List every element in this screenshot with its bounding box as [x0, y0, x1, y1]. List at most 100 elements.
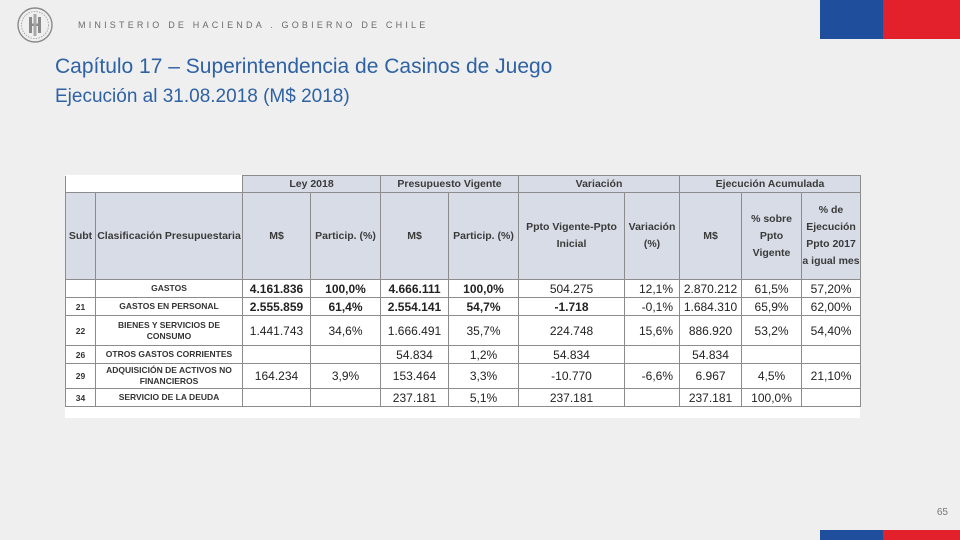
cell-var: -1.718	[518, 297, 626, 316]
cell-var-p: 15,6%	[624, 315, 681, 346]
page-title: Capítulo 17 – Superintendencia de Casino…	[55, 55, 553, 78]
cell-ej-ms: 54.834	[679, 345, 743, 364]
cell-ej-2017	[801, 388, 862, 407]
cell-name: BIENES Y SERVICIOS DE CONSUMO	[95, 315, 243, 346]
cell-name: ADQUISICIÓN DE ACTIVOS NO FINANCIEROS	[95, 363, 243, 389]
cell-ley-p: 34,6%	[310, 315, 381, 346]
cell-ej-ms: 886.920	[679, 315, 743, 346]
cell-var: -10.770	[518, 363, 626, 389]
cell-subt	[65, 279, 96, 298]
cell-ej-ms: 237.181	[679, 388, 743, 407]
cell-pv-ms: 237.181	[380, 388, 449, 407]
ministry-header: MINISTERIO DE HACIENDA . GOBIERNO DE CHI…	[78, 20, 429, 30]
cell-ej-ms: 1.684.310	[679, 297, 743, 316]
cell-ej-2017	[801, 345, 862, 364]
cell-ej-p: 100,0%	[741, 388, 803, 407]
table-row: 26 OTROS GASTOS CORRIENTES 54.834 1,2% 5…	[65, 345, 862, 364]
cell-ej-2017: 21,10%	[801, 363, 862, 389]
cell-subt: 34	[65, 388, 96, 407]
col-header-pv-ms: M$	[380, 192, 449, 280]
group-header-ley: Ley 2018	[242, 175, 381, 193]
cell-ley-ms	[242, 345, 311, 364]
flag-band-bottom	[820, 530, 960, 540]
cell-pv-p: 5,1%	[447, 388, 520, 407]
cell-pv-p: 54,7%	[447, 297, 520, 316]
table-row: GASTOS 4.161.836 100,0% 4.666.111 100,0%…	[65, 279, 862, 298]
col-header-ej-2017: % de Ejecución Ppto 2017 a igual mes	[801, 192, 862, 280]
cell-ley-p: 3,9%	[310, 363, 381, 389]
table-row: 29 ADQUISICIÓN DE ACTIVOS NO FINANCIEROS…	[65, 363, 862, 389]
cell-var: 237.181	[518, 388, 626, 407]
group-header-variacion: Variación	[518, 175, 681, 193]
cell-var: 224.748	[518, 315, 626, 346]
cell-ley-ms: 1.441.743	[242, 315, 311, 346]
cell-pv-ms: 54.834	[380, 345, 449, 364]
cell-name: GASTOS EN PERSONAL	[95, 297, 243, 316]
budget-table: Ley 2018 Presupuesto Vigente Variación E…	[65, 175, 862, 407]
coat-of-arms-icon	[17, 7, 53, 43]
cell-ej-2017: 62,00%	[801, 297, 862, 316]
cell-subt: 29	[65, 363, 96, 389]
table-row: 21 GASTOS EN PERSONAL 2.555.859 61,4% 2.…	[65, 297, 862, 316]
page-number: 65	[936, 507, 948, 518]
cell-pv-ms: 1.666.491	[380, 315, 449, 346]
cell-ej-p	[741, 345, 803, 364]
cell-ej-2017: 57,20%	[801, 279, 862, 298]
cell-ley-p: 61,4%	[310, 297, 381, 316]
cell-ley-p	[310, 345, 381, 364]
col-header-pv-particip: Particip. (%)	[447, 192, 520, 280]
flag-blue-block	[820, 530, 883, 540]
col-header-ley-particip: Particip. (%)	[310, 192, 381, 280]
cell-var: 54.834	[518, 345, 626, 364]
cell-name: SERVICIO DE LA DEUDA	[95, 388, 243, 407]
cell-ej-p: 4,5%	[741, 363, 803, 389]
cell-ej-ms: 2.870.212	[679, 279, 743, 298]
cell-ley-ms	[242, 388, 311, 407]
cell-ej-ms: 6.967	[679, 363, 743, 389]
cell-pv-p: 3,3%	[447, 363, 520, 389]
cell-pv-ms: 4.666.111	[380, 279, 449, 298]
cell-ley-ms: 4.161.836	[242, 279, 311, 298]
cell-var: 504.275	[518, 279, 626, 298]
cell-ej-p: 53,2%	[741, 315, 803, 346]
cell-var-p: 12,1%	[624, 279, 681, 298]
cell-ej-2017: 54,40%	[801, 315, 862, 346]
flag-blue-block	[820, 0, 883, 39]
cell-ley-p: 100,0%	[310, 279, 381, 298]
cell-ej-p: 61,5%	[741, 279, 803, 298]
header-blank	[65, 175, 243, 193]
col-header-ej-ms: M$	[679, 192, 743, 280]
cell-pv-p: 1,2%	[447, 345, 520, 364]
cell-ley-ms: 2.555.859	[242, 297, 311, 316]
cell-pv-p: 100,0%	[447, 279, 520, 298]
cell-name: GASTOS	[95, 279, 243, 298]
cell-ej-p: 65,9%	[741, 297, 803, 316]
cell-subt: 21	[65, 297, 96, 316]
flag-red-block	[883, 530, 960, 540]
col-header-var-pct: Variación (%)	[624, 192, 681, 280]
cell-ley-ms: 164.234	[242, 363, 311, 389]
cell-pv-p: 35,7%	[447, 315, 520, 346]
cell-ley-p	[310, 388, 381, 407]
cell-var-p: -0,1%	[624, 297, 681, 316]
cell-var-p	[624, 388, 681, 407]
group-header-presupuesto: Presupuesto Vigente	[379, 175, 520, 193]
col-header-subt: Subt	[65, 192, 96, 280]
page-subtitle: Ejecución al 31.08.2018 (M$ 2018)	[55, 86, 350, 107]
flag-band-top	[820, 0, 960, 39]
cell-var-p: -6,6%	[624, 363, 681, 389]
col-header-clasificacion: Clasificación Presupuestaria	[95, 192, 243, 280]
col-header-ej-sobre: % sobre Ppto Vigente	[741, 192, 803, 280]
cell-subt: 26	[65, 345, 96, 364]
group-header-ejecucion: Ejecución Acumulada	[679, 175, 862, 193]
cell-pv-ms: 153.464	[380, 363, 449, 389]
budget-table-container: Ley 2018 Presupuesto Vigente Variación E…	[65, 175, 862, 418]
flag-red-block	[883, 0, 960, 39]
cell-pv-ms: 2.554.141	[380, 297, 449, 316]
table-row: 34 SERVICIO DE LA DEUDA 237.181 5,1% 237…	[65, 388, 862, 407]
cell-name: OTROS GASTOS CORRIENTES	[95, 345, 243, 364]
cell-var-p	[624, 345, 681, 364]
cell-subt: 22	[65, 315, 96, 346]
col-header-var-ppto: Ppto Vigente-Ppto Inicial	[518, 192, 626, 280]
table-row: 22 BIENES Y SERVICIOS DE CONSUMO 1.441.7…	[65, 315, 862, 346]
